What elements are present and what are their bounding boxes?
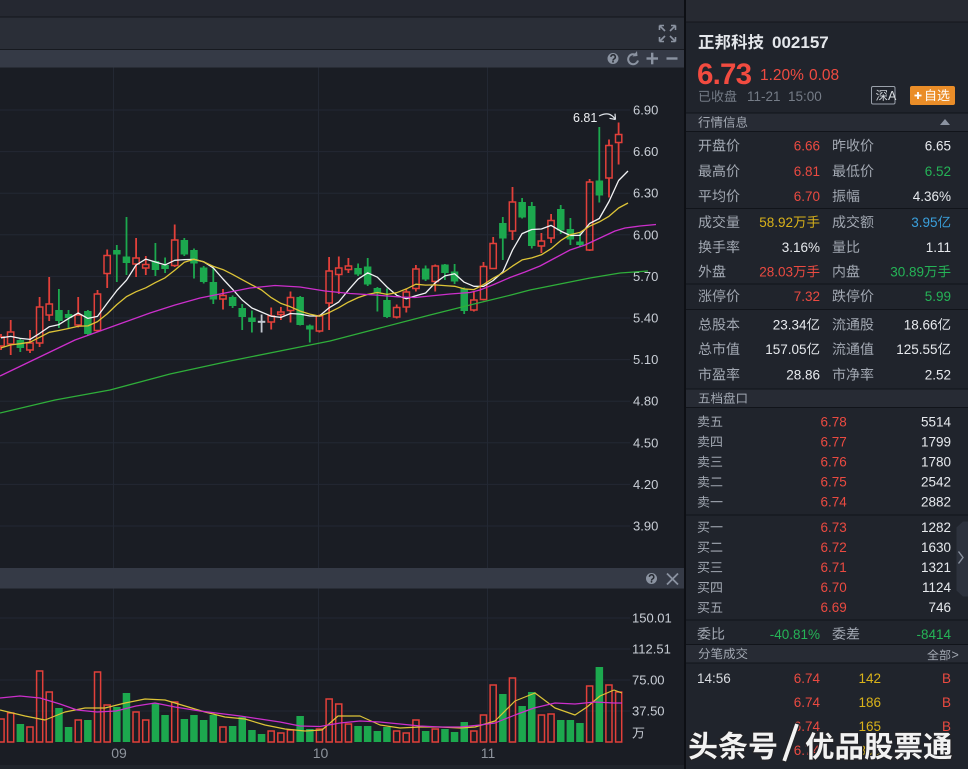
svg-text:6.77: 6.77 (821, 434, 847, 449)
svg-text:165: 165 (858, 719, 881, 734)
svg-text:1799: 1799 (921, 434, 951, 449)
svg-text:A: A (888, 89, 897, 103)
svg-text:6.69: 6.69 (821, 600, 847, 615)
svg-text:1780: 1780 (921, 455, 951, 470)
svg-text:6.65: 6.65 (925, 138, 951, 153)
svg-text:6.00: 6.00 (633, 227, 658, 242)
svg-text:75.00: 75.00 (632, 673, 665, 688)
svg-text:157.05: 157.05 (765, 342, 806, 357)
svg-text:186: 186 (858, 695, 881, 710)
svg-text:37.50: 37.50 (632, 704, 665, 719)
svg-text:002157: 002157 (772, 33, 829, 52)
svg-text:6.73: 6.73 (697, 58, 752, 91)
svg-text:6.70: 6.70 (821, 580, 847, 595)
svg-text:B: B (942, 719, 951, 734)
svg-text:5.10: 5.10 (633, 352, 658, 367)
svg-text:28.86: 28.86 (786, 367, 820, 382)
svg-text:6.81: 6.81 (794, 164, 820, 179)
svg-text:4.50: 4.50 (633, 435, 658, 450)
svg-text:112.51: 112.51 (632, 642, 671, 657)
svg-text:3.16%: 3.16% (782, 240, 820, 255)
svg-text:6.75: 6.75 (821, 475, 847, 490)
svg-text:11: 11 (481, 745, 496, 761)
svg-text:6.71: 6.71 (821, 560, 847, 575)
svg-text:125.55: 125.55 (896, 342, 937, 357)
svg-text:6.52: 6.52 (925, 164, 951, 179)
svg-text:3.90: 3.90 (633, 519, 658, 534)
svg-text:7.32: 7.32 (794, 289, 820, 304)
svg-text:6.30: 6.30 (633, 186, 658, 201)
svg-text:58.92: 58.92 (759, 215, 793, 230)
svg-text:11-21: 11-21 (747, 89, 781, 104)
svg-text:142: 142 (858, 671, 881, 686)
svg-text:6.78: 6.78 (821, 414, 847, 429)
svg-text:0.08: 0.08 (809, 67, 839, 84)
svg-text:2882: 2882 (921, 495, 951, 510)
svg-text:30.89: 30.89 (890, 264, 924, 279)
svg-text:150.01: 150.01 (632, 611, 672, 626)
svg-text:6.60: 6.60 (633, 144, 658, 159)
svg-text:B: B (942, 671, 951, 686)
svg-text:6.72: 6.72 (821, 540, 847, 555)
svg-text:5514: 5514 (921, 414, 952, 429)
svg-text:2.52: 2.52 (925, 367, 951, 382)
svg-text:14:56: 14:56 (697, 671, 731, 686)
svg-text:1321: 1321 (921, 560, 951, 575)
svg-text:6.73: 6.73 (821, 520, 847, 535)
svg-text:5.40: 5.40 (633, 311, 658, 326)
svg-text:1.11: 1.11 (926, 240, 951, 255)
svg-text:6.90: 6.90 (633, 103, 658, 118)
svg-text:28.03: 28.03 (759, 264, 793, 279)
svg-text:B: B (942, 695, 951, 710)
svg-text:6.81: 6.81 (573, 111, 597, 125)
svg-text:6.70: 6.70 (794, 189, 820, 204)
svg-text:6.66: 6.66 (794, 138, 820, 153)
svg-text:3.95: 3.95 (911, 215, 937, 230)
svg-text:4.80: 4.80 (633, 394, 658, 409)
svg-text:1282: 1282 (921, 520, 951, 535)
svg-text:18.66: 18.66 (904, 317, 938, 332)
svg-text:1.20%: 1.20% (760, 67, 804, 84)
svg-text:-40.81%: -40.81% (770, 627, 820, 642)
svg-text:4.36%: 4.36% (913, 189, 951, 204)
svg-text:15:00: 15:00 (788, 89, 822, 104)
svg-text:2542: 2542 (921, 475, 951, 490)
svg-text:>: > (952, 648, 959, 662)
svg-text:746: 746 (928, 600, 951, 615)
svg-text:6.74: 6.74 (794, 719, 821, 734)
svg-text:6.74: 6.74 (794, 671, 821, 686)
svg-text:6.76: 6.76 (821, 455, 847, 470)
svg-text:10: 10 (313, 745, 329, 761)
svg-text:1630: 1630 (921, 540, 951, 555)
svg-text:09: 09 (111, 745, 127, 761)
svg-text:5.99: 5.99 (925, 289, 951, 304)
svg-text:-8414: -8414 (916, 627, 951, 642)
svg-text:23.34: 23.34 (773, 317, 807, 332)
svg-text:4.20: 4.20 (633, 477, 658, 492)
svg-text:5.70: 5.70 (633, 269, 658, 284)
svg-text:6.74: 6.74 (821, 495, 848, 510)
svg-text:1124: 1124 (922, 580, 952, 595)
svg-text:6.74: 6.74 (794, 695, 821, 710)
